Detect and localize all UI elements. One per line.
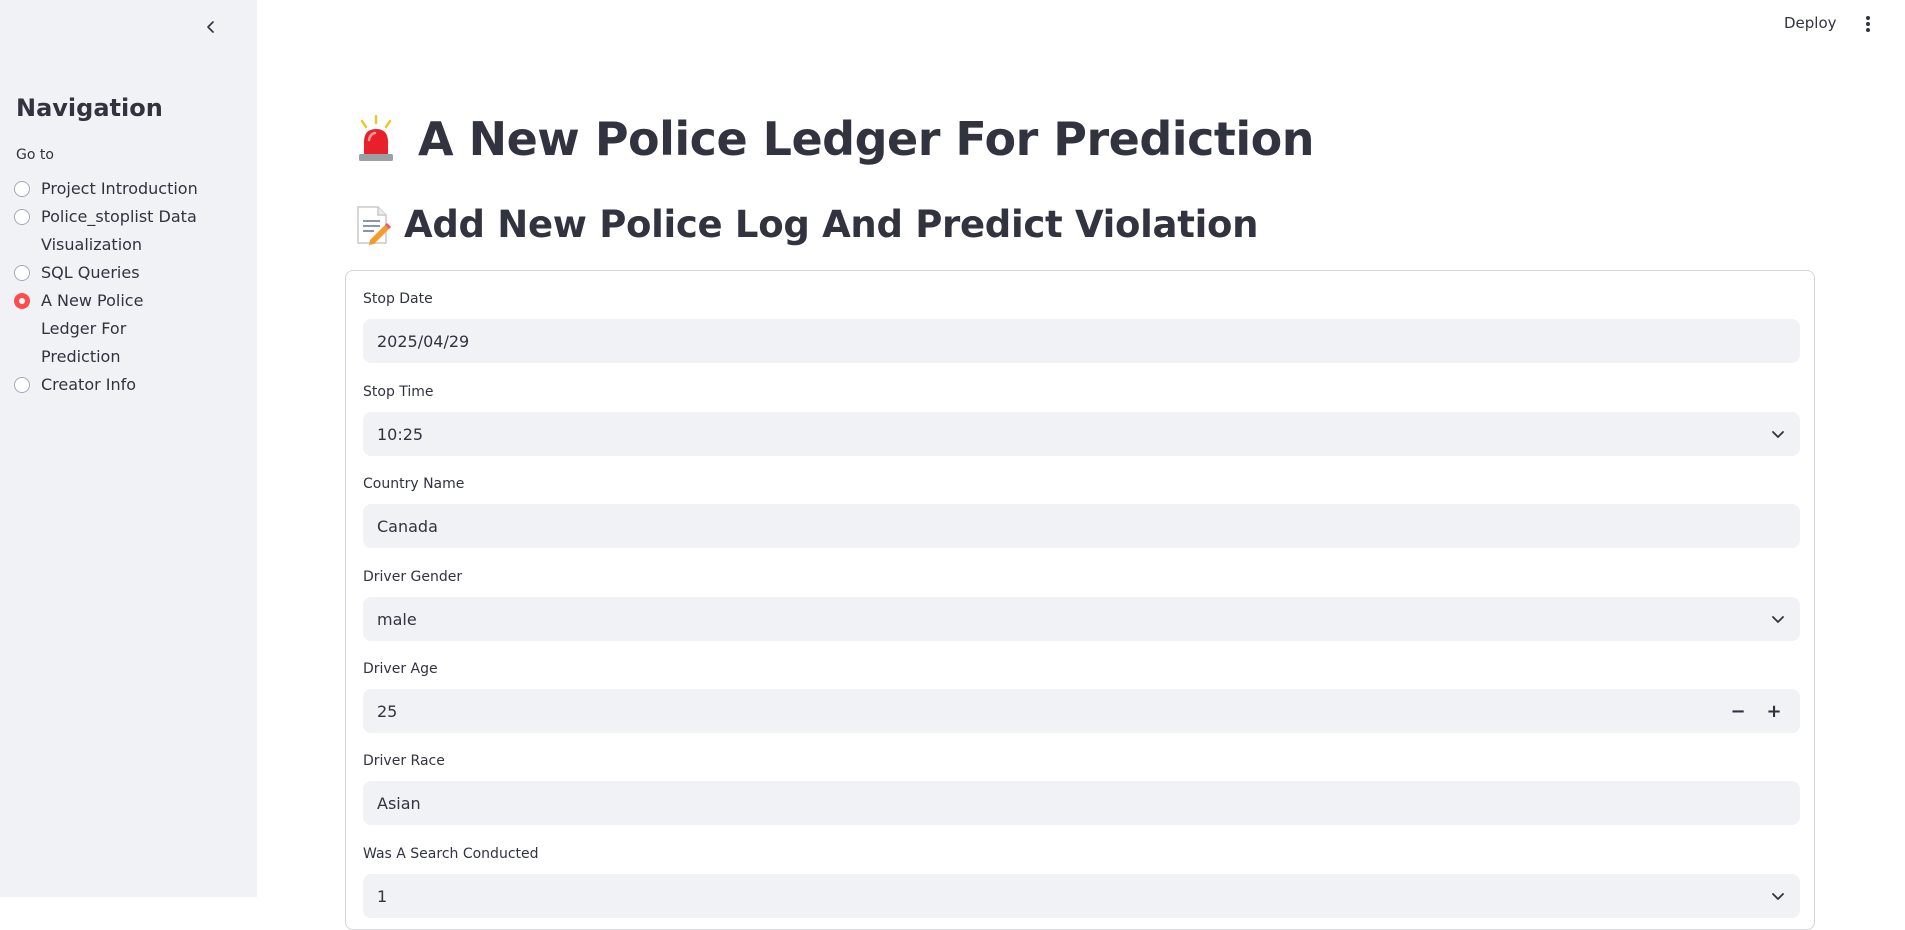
country-name-value: Canada	[377, 516, 438, 536]
stop-time-value: 10:25	[377, 424, 424, 444]
stop-time-select[interactable]: 10:25	[363, 412, 1800, 456]
driver-age-field: Driver Age 25 − +	[363, 659, 1800, 733]
chevron-down-icon	[1772, 431, 1784, 438]
driver-gender-field: Driver Gender male	[363, 567, 1800, 641]
driver-race-label: Driver Race	[363, 753, 445, 769]
stop-date-field: Stop Date 2025/04/29	[363, 289, 1800, 363]
radio-button[interactable]	[14, 181, 30, 197]
radio-button[interactable]	[14, 209, 30, 225]
driver-age-value: 25	[377, 701, 398, 721]
search-conducted-label: Was A Search Conducted	[363, 846, 539, 862]
sidebar-title: Navigation	[16, 94, 163, 122]
search-conducted-value: 1	[377, 886, 388, 906]
nav-option-data-visualization[interactable]: Police_stoplist Data Visualization	[14, 203, 249, 259]
stop-date-value: 2025/04/29	[377, 331, 470, 351]
deploy-button[interactable]: Deploy	[1784, 14, 1837, 32]
nav-option-label: A New Police Ledger For Prediction	[41, 291, 144, 366]
stop-time-label: Stop Time	[363, 384, 434, 400]
radio-group-label: Go to	[16, 147, 54, 163]
section-title: Add New Police Log And Predict Violation	[404, 203, 1259, 246]
stop-date-input[interactable]: 2025/04/29	[363, 319, 1800, 363]
section-title-row: Add New Police Log And Predict Violation	[354, 203, 1258, 246]
chevron-down-icon	[1772, 893, 1784, 900]
nav-option-label: Project Introduction	[41, 179, 198, 198]
decrement-button[interactable]: −	[1730, 700, 1746, 722]
nav-option-creator-info[interactable]: Creator Info	[14, 371, 249, 399]
nav-option-label: SQL Queries	[41, 263, 140, 282]
country-name-label: Country Name	[363, 476, 465, 492]
driver-race-field: Driver Race Asian	[363, 751, 1800, 825]
nav-option-sql-queries[interactable]: SQL Queries	[14, 259, 249, 287]
search-conducted-field: Was A Search Conducted 1	[363, 844, 1800, 918]
stop-date-label: Stop Date	[363, 291, 433, 307]
increment-button[interactable]: +	[1766, 700, 1782, 722]
main-menu-button[interactable]	[1858, 12, 1878, 36]
driver-gender-value: male	[377, 609, 417, 629]
driver-age-label: Driver Age	[363, 661, 438, 677]
vertical-dots-icon	[1866, 16, 1870, 32]
search-conducted-select[interactable]: 1	[363, 874, 1800, 918]
nav-option-police-ledger[interactable]: A New Police Ledger For Prediction	[14, 287, 249, 371]
stop-time-field: Stop Time 10:25	[363, 382, 1800, 456]
police-log-form: Stop Date 2025/04/29 Stop Time 10:25 Cou…	[345, 270, 1815, 930]
nav-radio-group: Project Introduction Police_stoplist Dat…	[14, 175, 249, 399]
country-name-field: Country Name Canada	[363, 474, 1800, 548]
nav-option-label: Creator Info	[41, 375, 137, 394]
nav-option-project-introduction[interactable]: Project Introduction	[14, 175, 249, 203]
driver-gender-select[interactable]: male	[363, 597, 1800, 641]
driver-gender-label: Driver Gender	[363, 569, 463, 585]
nav-option-label: Police_stoplist Data Visualization	[41, 207, 197, 254]
chevron-left-icon	[207, 21, 214, 33]
driver-age-stepper: − +	[1720, 689, 1792, 733]
collapse-sidebar-button[interactable]	[200, 16, 222, 38]
driver-age-number-input[interactable]: 25 − +	[363, 689, 1800, 733]
radio-button[interactable]	[14, 265, 30, 281]
page-title: A New Police Ledger For Prediction	[418, 112, 1314, 166]
memo-icon	[357, 205, 391, 245]
radio-button[interactable]	[14, 377, 30, 393]
radio-button-selected[interactable]	[14, 293, 30, 309]
driver-race-value: Asian	[377, 793, 421, 813]
country-name-input[interactable]: Canada	[363, 504, 1800, 548]
page-title-row: A New Police Ledger For Prediction	[356, 112, 1314, 166]
sidebar: Navigation Go to Project Introduction Po…	[0, 0, 257, 897]
police-light-icon	[359, 114, 393, 161]
chevron-down-icon	[1772, 616, 1784, 623]
driver-race-input[interactable]: Asian	[363, 781, 1800, 825]
